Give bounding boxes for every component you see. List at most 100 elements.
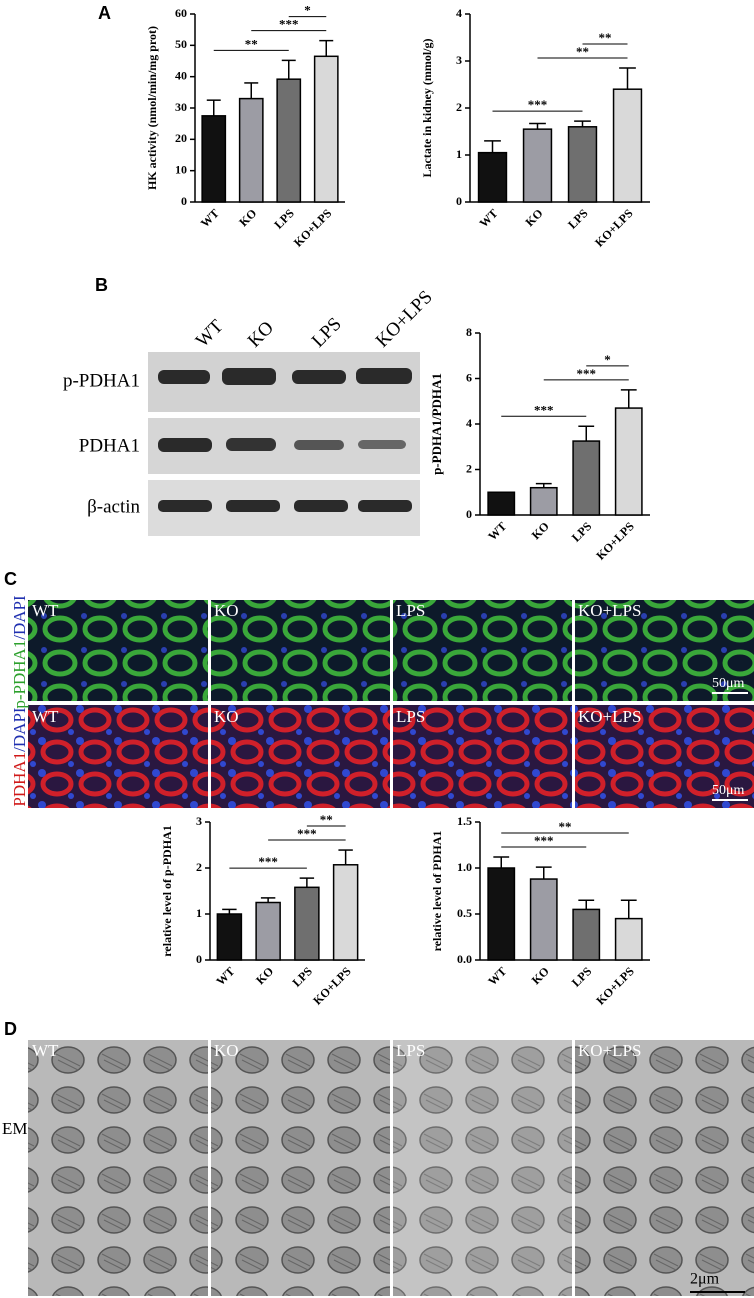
y-tick-label: 2 (466, 461, 472, 475)
scale-bar-label: 50μm (712, 783, 745, 798)
bar (614, 407, 643, 516)
bar (477, 151, 508, 203)
y-tick-label: 3 (456, 53, 462, 67)
bar-chart: 0.0 0.5 1.0 1.5 relative level of PDHA1 WT KO L… (430, 814, 650, 1008)
y-tick-label: 1 (196, 906, 202, 920)
if-panel-label: LPS (396, 707, 425, 726)
significance-label: ** (576, 44, 589, 59)
bar (614, 917, 643, 961)
bar (216, 913, 243, 961)
bar (522, 128, 553, 203)
y-tick-label: 50 (175, 37, 187, 51)
bar-chart: 0 1 2 3 relative level of p-PDHA1 WT KO LPSKO+L… (160, 812, 365, 1008)
bar (612, 88, 643, 203)
western-blot (148, 352, 420, 536)
y-tick-label: 0.0 (457, 952, 472, 966)
y-tick-label: 2 (456, 100, 462, 114)
x-tick-label: LPS (271, 206, 297, 232)
significance-label: ** (559, 819, 572, 834)
x-tick-label: WT (485, 519, 509, 543)
blot-row-label: PDHA1 (79, 435, 140, 456)
x-tick-label: LPS (565, 206, 591, 232)
panel-label: D (4, 1019, 17, 1039)
y-tick-label: 0.5 (457, 906, 472, 920)
em-images (28, 1040, 754, 1296)
em-row-label: EM (2, 1119, 28, 1138)
panel-label: B (95, 275, 108, 295)
y-tick-label: 3 (196, 814, 202, 828)
x-tick-label: WT (485, 964, 509, 988)
y-tick-label: 2 (196, 860, 202, 874)
y-tick-label: 20 (175, 131, 187, 145)
bar (294, 886, 320, 961)
if-row-label: PDHA1/DAPI (10, 707, 29, 807)
x-tick-label: KO (236, 206, 259, 229)
x-tick-label: LPS (569, 519, 595, 545)
y-tick-label: 40 (175, 68, 187, 82)
if-panel-label: KO+LPS (578, 707, 641, 726)
x-tick-label: KO+LPS (592, 206, 636, 250)
x-tick-label: KO+LPS (291, 206, 335, 250)
significance-label: *** (279, 17, 299, 32)
stain: /DAPI (10, 595, 29, 640)
scale-bar-label: 2μm (690, 1271, 720, 1288)
x-tick-label: WT (213, 964, 237, 988)
y-tick-label: 30 (175, 100, 187, 114)
lane-label: LPS (308, 314, 346, 352)
significance-label: * (304, 3, 311, 18)
em-panel-label: KO (214, 1041, 239, 1060)
x-tick-label: LPS (289, 964, 315, 990)
y-tick-label: 4 (466, 416, 472, 430)
x-tick-label: KO (529, 964, 552, 987)
y-axis-label: p-PDHA1/PDHA1 (429, 373, 444, 475)
significance-label: ** (320, 812, 333, 827)
lane-label: KO (244, 317, 278, 351)
if-images (28, 600, 754, 808)
y-tick-label: 1.0 (457, 860, 472, 874)
marker: PDHA1 (10, 752, 29, 807)
bar (238, 97, 264, 203)
x-tick-label: KO (253, 964, 276, 987)
x-tick-label: WT (198, 206, 222, 230)
y-tick-label: 0 (181, 194, 187, 208)
y-tick-label: 4 (456, 6, 462, 20)
marker: p-PDHA1 (10, 640, 29, 709)
if-panel-label: WT (32, 601, 59, 620)
if-row-label: p-PDHA1/DAPI (10, 595, 29, 709)
panel-label: A (98, 3, 111, 23)
bar (276, 78, 302, 203)
x-tick-label: KO (529, 519, 552, 542)
y-tick-label: 60 (175, 6, 187, 20)
y-tick-label: 0 (196, 952, 202, 966)
significance-label: * (604, 352, 611, 367)
x-tick-label: LPS (569, 964, 595, 990)
if-panel-label: WT (32, 707, 59, 726)
x-tick-label: KO+LPS (593, 519, 637, 563)
em-panel-label: KO+LPS (578, 1041, 641, 1060)
if-panel-label: KO+LPS (578, 601, 641, 620)
significance-label: *** (258, 854, 278, 869)
bar-chart: 0 10 20 30 40 50 60 HK activity (nmol/min/mg pr… (145, 3, 345, 250)
em-panel-label: LPS (396, 1041, 425, 1060)
y-tick-label: 0 (456, 194, 462, 208)
y-tick-label: 1.5 (457, 814, 472, 828)
blot-row-label: β-actin (87, 496, 140, 517)
if-panel-label: LPS (396, 601, 425, 620)
y-axis-label: relative level of p-PDHA1 (160, 825, 174, 956)
scale-bar-label: 50μm (712, 676, 745, 691)
bar (313, 55, 339, 203)
lane-label: WT (192, 316, 228, 352)
significance-label: *** (534, 402, 554, 417)
blot-row-label: p-PDHA1 (63, 370, 140, 391)
em-panel-label: WT (32, 1041, 59, 1060)
bar-chart: 0 1 2 3 4 Lactate in kidney (mmol/g) WT KO LPS KO… (420, 6, 650, 250)
bar (201, 115, 227, 203)
significance-label: *** (534, 833, 554, 848)
significance-label: *** (577, 366, 597, 381)
x-tick-label: KO+LPS (310, 964, 354, 1008)
x-tick-label: KO (522, 206, 545, 229)
y-tick-label: 10 (175, 162, 187, 176)
if-panel-label: KO (214, 707, 239, 726)
